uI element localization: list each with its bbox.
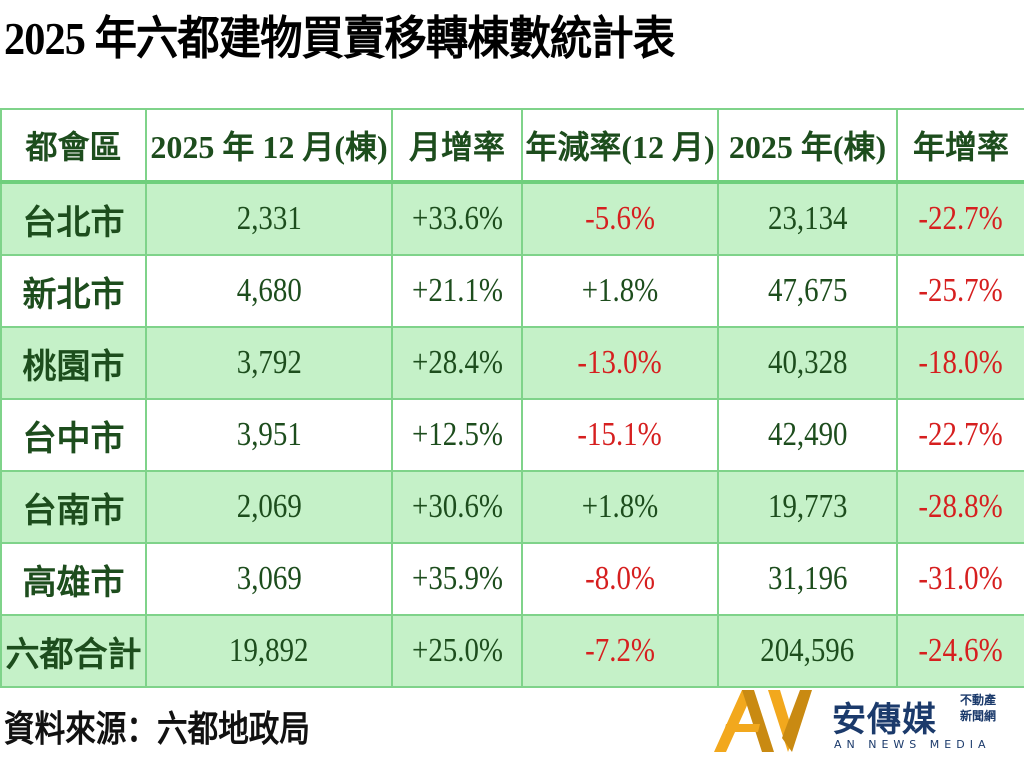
region-cell: 新北市 <box>0 254 147 328</box>
source-note: 資料來源：六都地政局 <box>4 709 311 750</box>
yoy-dec-cell: -13.0% <box>521 326 719 400</box>
header-mom: 月增率 <box>391 108 523 184</box>
year-units-cell: 40,328 <box>717 326 898 400</box>
yoy-dec-cell: +1.8% <box>521 470 719 544</box>
table-row: 新北市 4,680 +21.1% +1.8% 47,675 -25.7% <box>0 254 1024 328</box>
table-row: 台中市 3,951 +12.5% -15.1% 42,490 -22.7% <box>0 398 1024 472</box>
logo-name: 安傳媒 <box>832 700 937 740</box>
year-units-cell: 23,134 <box>717 181 898 256</box>
year-units-cell: 42,490 <box>717 398 898 472</box>
dec-units-cell: 19,892 <box>145 614 393 688</box>
header-yoy-year: 年增率 <box>896 108 1024 184</box>
yoy-year-cell: -28.8% <box>896 470 1024 544</box>
region-cell: 台中市 <box>0 398 147 472</box>
yoy-dec-cell: -15.1% <box>521 398 719 472</box>
region-cell: 桃園市 <box>0 326 147 400</box>
yoy-dec-cell: +1.8% <box>521 254 719 328</box>
year-units-cell: 47,675 <box>717 254 898 328</box>
mom-cell: +28.4% <box>391 326 523 400</box>
table-header-row: 都會區 2025 年 12 月(棟) 月增率 年減率(12 月) 2025 年(… <box>0 108 1024 184</box>
table-row: 桃園市 3,792 +28.4% -13.0% 40,328 -18.0% <box>0 326 1024 400</box>
table-row-total: 六都合計 19,892 +25.0% -7.2% 204,596 -24.6% <box>0 614 1024 688</box>
year-units-cell: 19,773 <box>717 470 898 544</box>
page-title: 2025 年六都建物買賣移轉棟數統計表 <box>4 13 675 64</box>
region-cell: 台南市 <box>0 470 147 544</box>
yoy-year-cell: -24.6% <box>896 614 1024 688</box>
header-year-units: 2025 年(棟) <box>717 108 898 184</box>
dec-units-cell: 3,069 <box>145 542 393 616</box>
yoy-year-cell: -25.7% <box>896 254 1024 328</box>
region-cell: 六都合計 <box>0 614 147 688</box>
dec-units-cell: 2,331 <box>145 181 393 256</box>
yoy-year-cell: -31.0% <box>896 542 1024 616</box>
mom-cell: +30.6% <box>391 470 523 544</box>
logo-subtitle: 不動產 新聞網 <box>960 693 997 723</box>
dec-units-cell: 2,069 <box>145 470 393 544</box>
year-units-cell: 31,196 <box>717 542 898 616</box>
region-cell: 台北市 <box>0 181 147 256</box>
header-dec-units: 2025 年 12 月(棟) <box>145 108 393 184</box>
table-row: 台北市 2,331 +33.6% -5.6% 23,134 -22.7% <box>0 181 1024 256</box>
mom-cell: +35.9% <box>391 542 523 616</box>
dec-units-cell: 4,680 <box>145 254 393 328</box>
mom-cell: +21.1% <box>391 254 523 328</box>
year-units-cell: 204,596 <box>717 614 898 688</box>
dec-units-cell: 3,951 <box>145 398 393 472</box>
stats-table: 都會區 2025 年 12 月(棟) 月增率 年減率(12 月) 2025 年(… <box>0 108 1024 688</box>
an-logo-mark-icon <box>714 690 812 752</box>
table-row: 高雄市 3,069 +35.9% -8.0% 31,196 -31.0% <box>0 542 1024 616</box>
dec-units-cell: 3,792 <box>145 326 393 400</box>
brand-logo: 安傳媒 不動產 新聞網 AN NEWS MEDIA <box>712 688 1012 758</box>
table-row: 台南市 2,069 +30.6% +1.8% 19,773 -28.8% <box>0 470 1024 544</box>
logo-english: AN NEWS MEDIA <box>834 738 991 751</box>
yoy-dec-cell: -7.2% <box>521 614 719 688</box>
yoy-year-cell: -22.7% <box>896 181 1024 256</box>
mom-cell: +12.5% <box>391 398 523 472</box>
region-cell: 高雄市 <box>0 542 147 616</box>
yoy-year-cell: -22.7% <box>896 398 1024 472</box>
yoy-year-cell: -18.0% <box>896 326 1024 400</box>
yoy-dec-cell: -5.6% <box>521 181 719 256</box>
mom-cell: +25.0% <box>391 614 523 688</box>
yoy-dec-cell: -8.0% <box>521 542 719 616</box>
header-yoy-dec: 年減率(12 月) <box>521 108 719 184</box>
header-region: 都會區 <box>0 108 147 184</box>
mom-cell: +33.6% <box>391 181 523 256</box>
